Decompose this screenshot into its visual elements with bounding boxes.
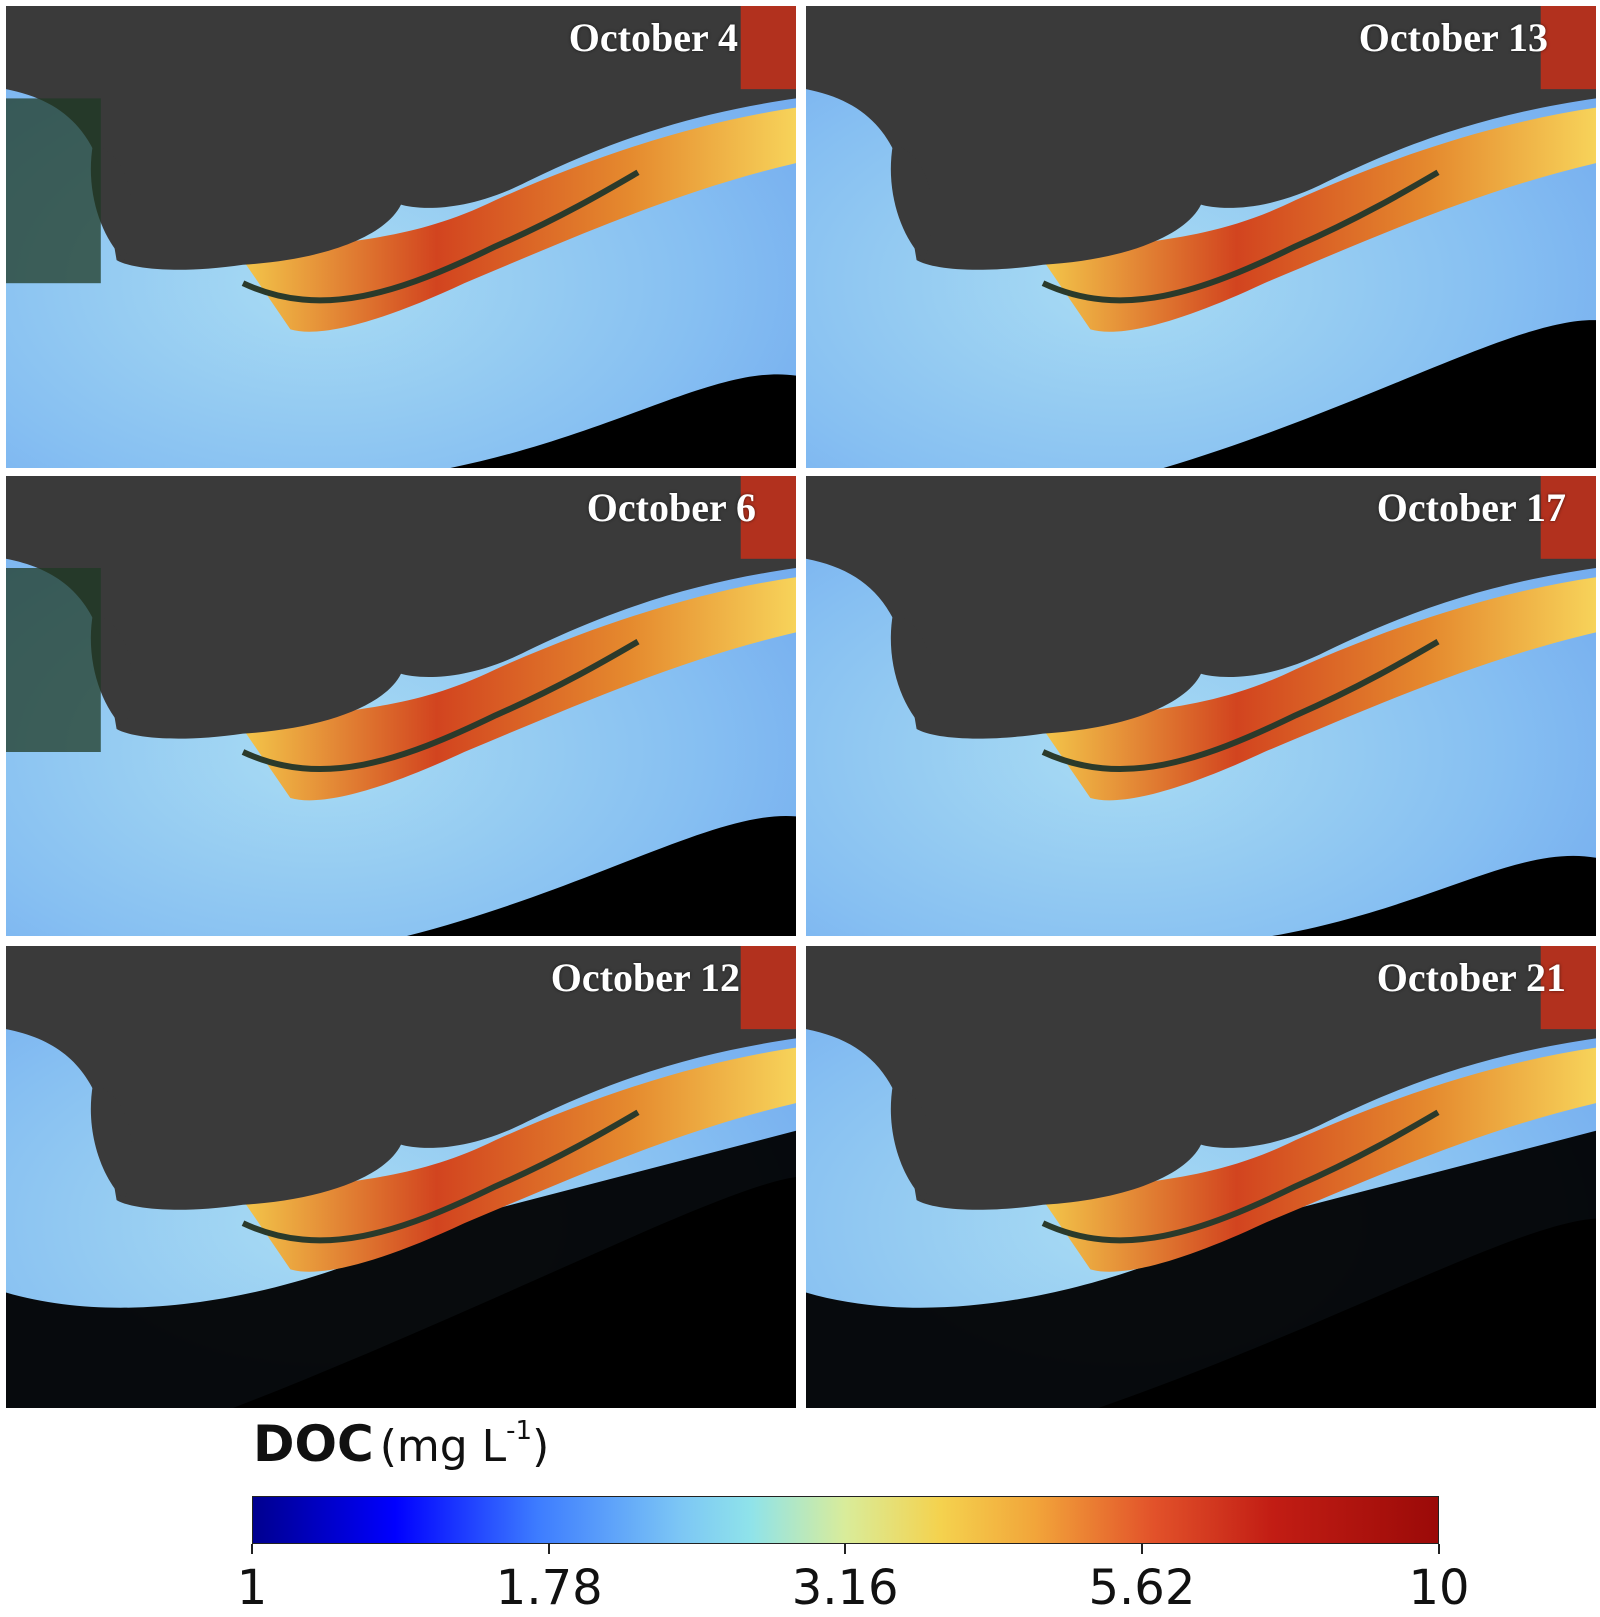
colorbar-tick-mark: [1140, 1544, 1143, 1554]
colorbar-tick-mark: [844, 1544, 847, 1554]
colorbar-unit: (mg L-1): [379, 1416, 550, 1472]
colorbar-tick-label: 10: [1408, 1560, 1470, 1616]
panel-date-label: October 4: [568, 15, 738, 60]
map-panel-oct-4: October 4: [6, 6, 796, 468]
panel-date-label: October 21: [1376, 955, 1566, 1000]
colorbar: [252, 1496, 1439, 1544]
panel-date-label: October 17: [1376, 485, 1566, 530]
map-panel-oct-17: October 17: [806, 476, 1596, 936]
colorbar-title: DOC (mg L-1): [253, 1415, 549, 1473]
colorbar-variable: DOC: [253, 1415, 374, 1473]
doc-map-oct-13: [806, 6, 1596, 468]
colorbar-tick-mark: [1438, 1544, 1440, 1554]
colorbar-tick-mark: [548, 1544, 551, 1554]
panel-date-label: October 12: [550, 955, 740, 1000]
colorbar-tick-label: 1: [236, 1560, 268, 1616]
doc-map-oct-12: [6, 946, 796, 1408]
doc-map-oct-6: [6, 476, 796, 936]
map-panel-oct-12: October 12: [6, 946, 796, 1408]
map-panel-oct-21: October 21: [806, 946, 1596, 1408]
panel-date-label: October 6: [586, 485, 756, 530]
colorbar-tick-label: 1.78: [495, 1560, 603, 1616]
doc-map-oct-4: [6, 6, 796, 468]
colorbar-tick-label: 3.16: [791, 1560, 899, 1616]
map-panel-oct-13: October 13: [806, 6, 1596, 468]
panel-date-label: October 13: [1358, 15, 1548, 60]
doc-map-oct-21: [806, 946, 1596, 1408]
colorbar-unit-prefix: (mg L: [379, 1421, 507, 1472]
colorbar-unit-exponent: -1: [506, 1416, 533, 1446]
map-panel-oct-6: October 6: [6, 476, 796, 936]
doc-map-oct-17: [806, 476, 1596, 936]
colorbar-tick-mark: [251, 1544, 253, 1554]
colorbar-tick-label: 5.62: [1088, 1560, 1196, 1616]
colorbar-unit-suffix: ): [532, 1421, 550, 1472]
